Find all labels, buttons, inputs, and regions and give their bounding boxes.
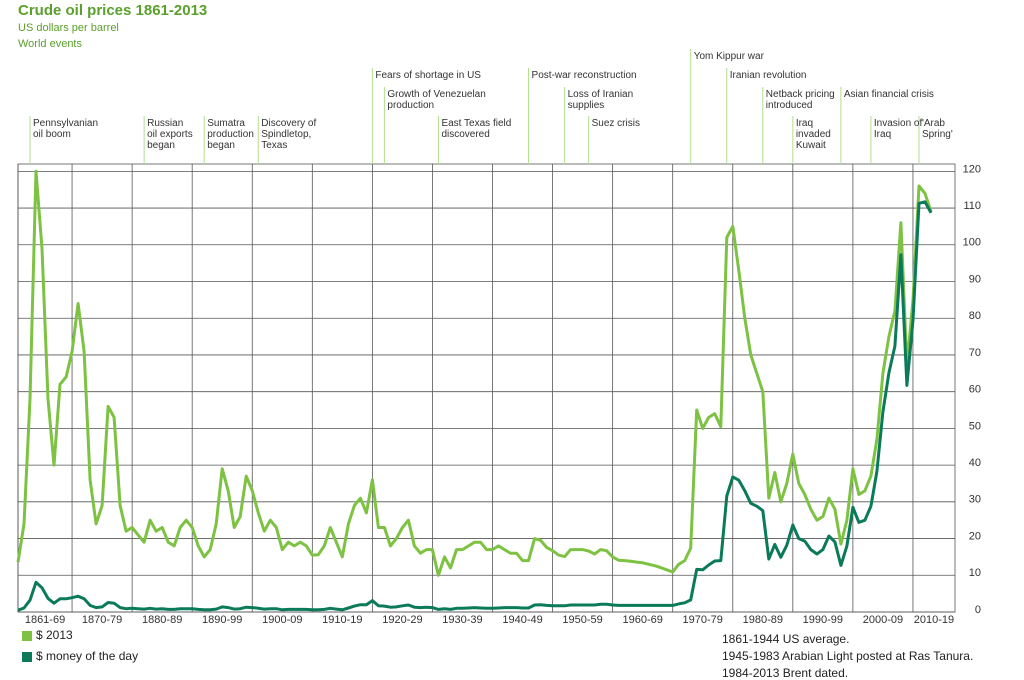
annotation-heading: World events: [18, 38, 82, 50]
event-label: Iraq invaded Kuwait: [795, 118, 831, 151]
x-tick-label: 1980-89: [743, 614, 783, 626]
x-tick-label: 1861-69: [25, 614, 65, 626]
event-label: Fears of shortage in US: [375, 70, 481, 81]
x-tick-label: 1970-79: [683, 614, 723, 626]
legend-label: $ money of the day: [36, 649, 139, 663]
y-tick-label: 90: [969, 273, 981, 285]
event-label: Asian financial crisis: [843, 89, 934, 100]
legend-swatch: [22, 631, 32, 641]
event-label: Invasion of Iraq: [873, 118, 923, 140]
event-label: Russian oil exports began: [147, 118, 193, 151]
event-label: East Texas field discovered: [441, 118, 512, 140]
y-tick-label: 30: [969, 494, 981, 506]
source-note: 1945-1983 Arabian Light posted at Ras Ta…: [722, 649, 974, 663]
plot-frame: [17, 163, 956, 613]
event-label: Iranian revolution: [729, 70, 807, 81]
event-label: Suez crisis: [591, 118, 640, 129]
x-tick-label: 1910-19: [322, 614, 362, 626]
event-label: Sumatra production began: [207, 118, 254, 151]
x-tick-label: 1930-39: [442, 614, 482, 626]
y-tick-label: 50: [969, 420, 981, 432]
x-tick-label: 1900-09: [262, 614, 302, 626]
y-tick-label: 40: [969, 457, 981, 469]
x-tick-label: 1870-79: [82, 614, 122, 626]
event-label: 'Arab Spring': [921, 118, 953, 140]
series-line: [16, 169, 933, 577]
x-tick-label: 2000-09: [863, 614, 903, 626]
y-tick-label: 10: [969, 567, 981, 579]
y-tick-label: 70: [969, 347, 981, 359]
event-label: Loss of Iranian supplies: [567, 89, 634, 111]
legend-label: $ 2013: [36, 628, 73, 642]
y-tick-label: 60: [969, 384, 981, 396]
x-tick-label: 1890-99: [202, 614, 242, 626]
event-label: Post-war reconstruction: [531, 70, 637, 81]
y-tick-label: 80: [969, 310, 981, 322]
y-tick-label: 110: [963, 200, 981, 212]
x-tick-label: 1990-99: [803, 614, 843, 626]
x-tick-label: 2010-19: [914, 614, 954, 626]
y-tick-label: 20: [969, 530, 981, 542]
source-note: 1984-2013 Brent dated.: [722, 666, 849, 680]
x-tick-label: 1940-49: [502, 614, 542, 626]
x-tick-label: 1960-69: [622, 614, 662, 626]
event-label: Pennsylvanian oil boom: [33, 118, 99, 140]
event-label: Growth of Venezuelan production: [387, 89, 486, 111]
y-tick-label: 100: [963, 237, 981, 249]
y-tick-label: 120: [963, 163, 981, 175]
source-note: 1861-1944 US average.: [722, 632, 850, 646]
series-line: [17, 200, 933, 612]
chart-subtitle: US dollars per barrel: [18, 22, 119, 34]
x-tick-label: 1920-29: [382, 614, 422, 626]
event-label: Yom Kippur war: [693, 51, 764, 62]
x-tick-label: 1950-59: [562, 614, 602, 626]
legend-swatch: [22, 652, 32, 662]
chart-title: Crude oil prices 1861-2013: [18, 2, 208, 19]
x-tick-label: 1880-89: [142, 614, 182, 626]
event-label: Netback pricing introduced: [765, 89, 835, 111]
y-tick-label: 0: [975, 604, 981, 616]
event-label: Discovery of Spindletop, Texas: [261, 118, 317, 151]
